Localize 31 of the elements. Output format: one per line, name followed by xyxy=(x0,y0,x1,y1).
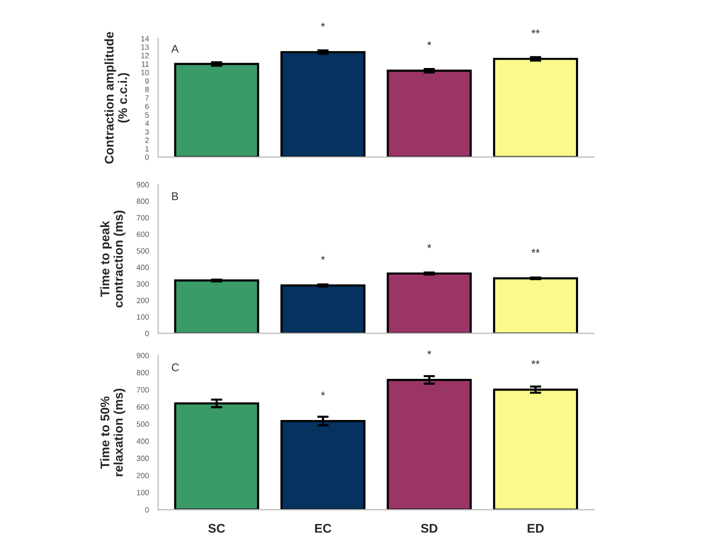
x-tick-label: SD xyxy=(420,524,438,533)
bar xyxy=(493,58,578,158)
bar xyxy=(493,277,578,334)
text: B xyxy=(172,192,178,200)
chart-title: A xyxy=(171,44,179,53)
annotation: * xyxy=(320,256,325,260)
annotation: ** xyxy=(531,248,540,253)
annotation: ** xyxy=(531,29,540,34)
x-tick-label: EC xyxy=(315,524,332,533)
annotation: * xyxy=(320,392,325,396)
bar xyxy=(386,70,472,158)
text: C xyxy=(172,363,179,372)
bar xyxy=(174,279,260,334)
annotation: * xyxy=(320,22,325,27)
annotation: * xyxy=(427,41,432,46)
x-tick-label: SC xyxy=(208,524,225,533)
y-axis-title: Time to peak contraction (ms) xyxy=(100,210,126,308)
bar xyxy=(174,402,260,510)
bar xyxy=(280,51,366,158)
annotation: ** xyxy=(531,360,540,364)
annotation: * xyxy=(427,244,432,248)
bar xyxy=(280,420,366,510)
bar xyxy=(386,272,472,334)
y-axis-title: Time to 50% relaxation (ms) xyxy=(100,388,126,476)
bar xyxy=(280,284,366,334)
y-axis-title: Contraction amplitude (% c.c.i.) xyxy=(104,32,130,164)
bar xyxy=(386,378,472,510)
x-tick-label: ED xyxy=(528,524,544,533)
bar xyxy=(493,388,578,510)
annotation: * xyxy=(427,350,432,354)
bar xyxy=(174,62,260,158)
